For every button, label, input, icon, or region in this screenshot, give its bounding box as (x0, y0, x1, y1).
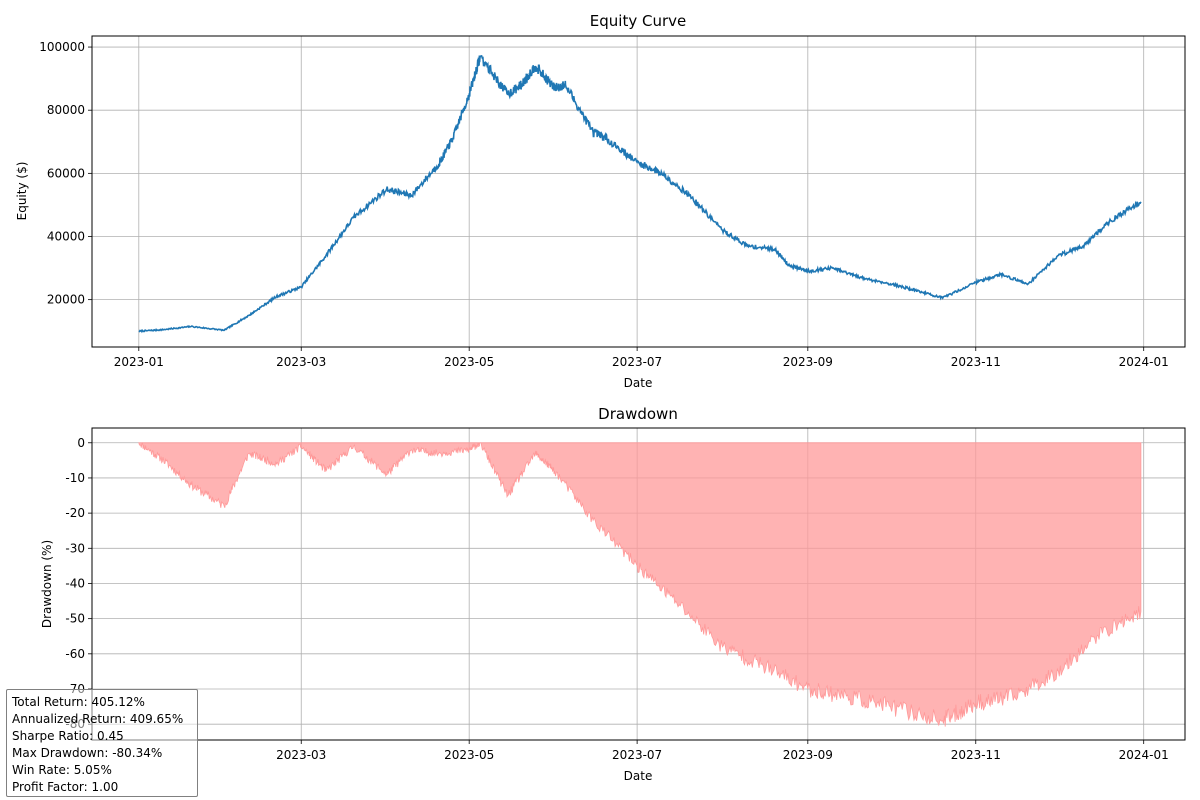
performance-stats-box: Total Return: 405.12% Annualized Return:… (6, 689, 198, 797)
x-tick-label: 2024-01 (1119, 355, 1169, 369)
y-tick-label: -40 (65, 576, 85, 590)
drawdown-y-ticks: 0-10-20-30-40-50-60-70-80 (65, 436, 92, 731)
stat-annualized-return: Annualized Return: 409.65% (12, 712, 184, 726)
y-tick-label: 40000 (47, 229, 85, 243)
x-tick-label: 2023-05 (444, 355, 494, 369)
y-tick-label: -60 (65, 647, 85, 661)
x-tick-label: 2024-01 (1119, 748, 1169, 762)
drawdown-axes-frame (91, 427, 1186, 741)
x-tick-label: 2023-11 (951, 748, 1001, 762)
stat-total-return: Total Return: 405.12% (12, 695, 145, 709)
drawdown-chart-title: Drawdown (598, 405, 678, 423)
drawdown-x-axis-label: Date (624, 769, 653, 783)
equity-curve-chart: Equity Curve 2023-01 2023-03 2023-05 2023-0… (15, 12, 1186, 390)
x-tick-label: 2023-07 (612, 748, 662, 762)
x-tick-label: 2023-03 (276, 748, 326, 762)
equity-gridlines (92, 36, 1185, 347)
x-tick-label: 2023-11 (951, 355, 1001, 369)
x-tick-label: 2023-09 (783, 355, 833, 369)
y-tick-label: -20 (65, 506, 85, 520)
equity-x-ticks: 2023-01 2023-03 2023-05 2023-07 2023-09 2023-… (114, 347, 1169, 369)
x-tick-label: 2023-09 (783, 748, 833, 762)
drawdown-series-area (138, 442, 1142, 727)
equity-x-axis-label: Date (624, 376, 653, 390)
drawdown-y-axis-label: Drawdown (%) (40, 540, 54, 628)
y-tick-label: 0 (77, 436, 85, 450)
x-tick-label: 2023-07 (612, 355, 662, 369)
equity-chart-title: Equity Curve (590, 12, 686, 30)
stat-max-drawdown: Max Drawdown: -80.34% (12, 746, 163, 760)
y-tick-label: 60000 (47, 166, 85, 180)
equity-y-ticks: 20000 40000 60000 80000 100000 (39, 40, 92, 307)
equity-series-line (138, 55, 1142, 334)
y-tick-label: -50 (65, 612, 85, 626)
equity-axes-frame (91, 35, 1186, 348)
equity-y-axis-label: Equity ($) (15, 162, 29, 221)
x-tick-label: 2023-01 (114, 355, 164, 369)
x-tick-label: 2023-03 (276, 355, 326, 369)
y-tick-label: 100000 (39, 40, 85, 54)
y-tick-label: 20000 (47, 293, 85, 307)
x-tick-label: 2023-05 (444, 748, 494, 762)
y-tick-label: -30 (65, 541, 85, 555)
y-tick-label: 80000 (47, 103, 85, 117)
stat-win-rate: Win Rate: 5.05% (12, 763, 112, 777)
stat-sharpe-ratio: Sharpe Ratio: 0.45 (12, 729, 124, 743)
stat-profit-factor: Profit Factor: 1.00 (12, 780, 119, 794)
drawdown-chart: Drawdown 2023-03 2023-05 2023-07 2023-09 202… (40, 405, 1186, 783)
drawdown-x-ticks: 2023-03 2023-05 2023-07 2023-09 2023-11 2024-… (276, 740, 1169, 762)
y-tick-label: -10 (65, 471, 85, 485)
